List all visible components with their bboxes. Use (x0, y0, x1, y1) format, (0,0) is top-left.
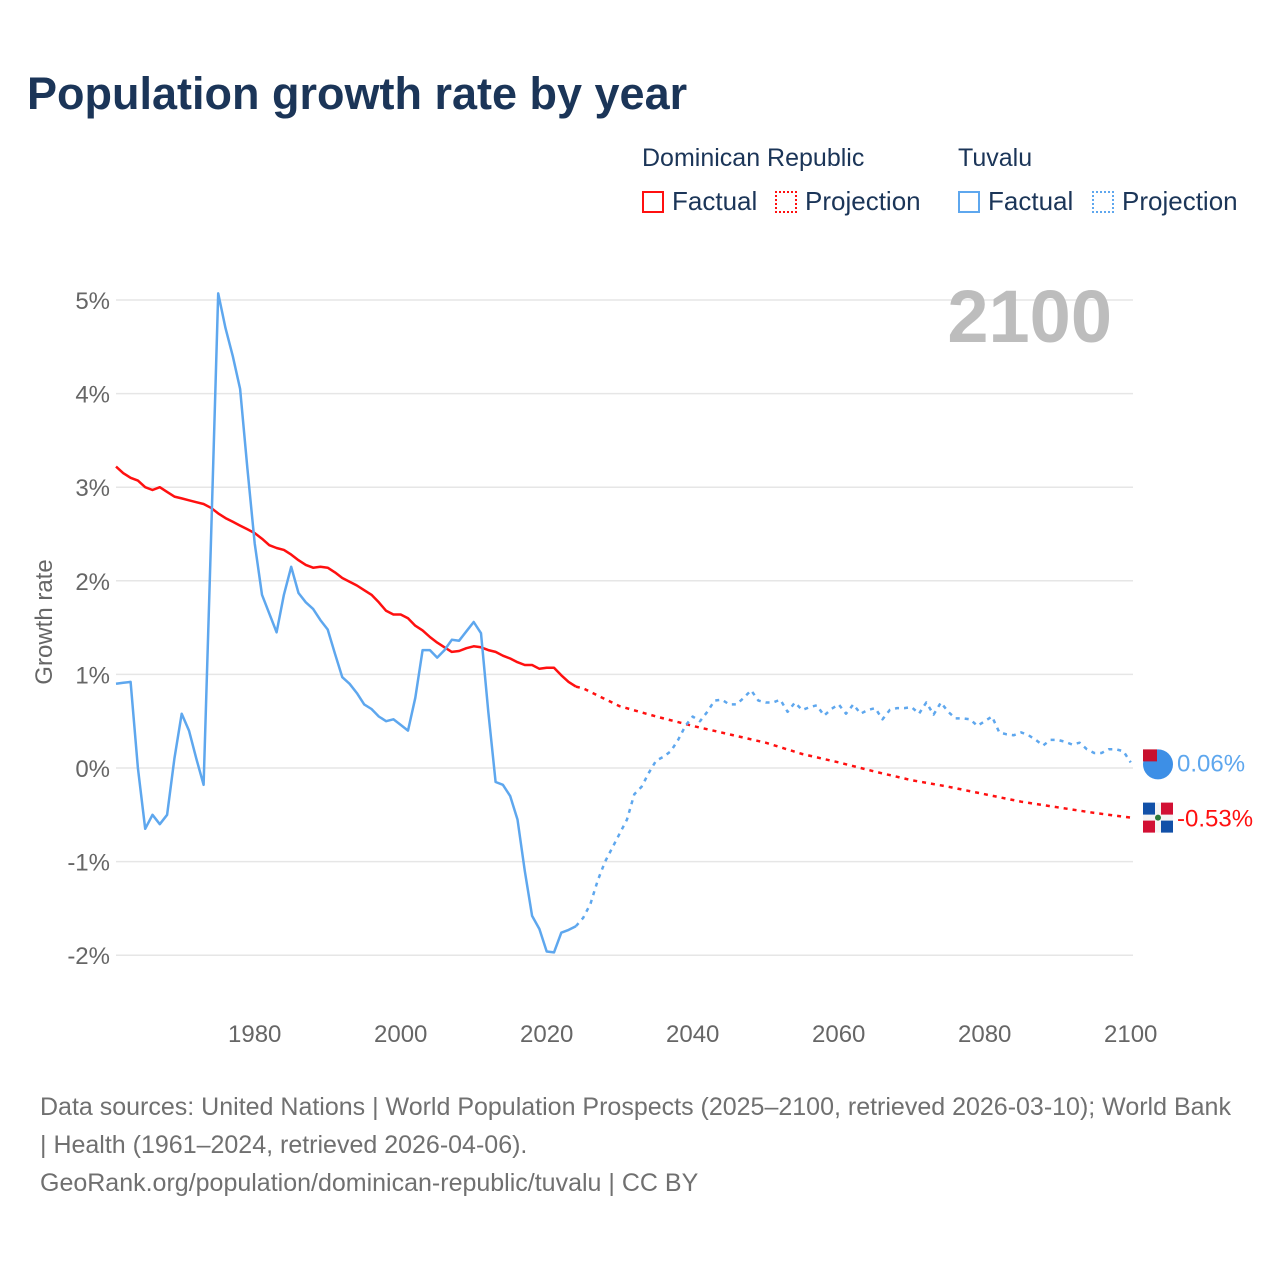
legend-dr-factual[interactable]: Factual (642, 186, 757, 217)
flag-quarter (1143, 820, 1155, 833)
y-tick-label: 5% (75, 288, 110, 315)
x-tick-label: 2060 (812, 1021, 865, 1048)
legend-tv-projection[interactable]: Projection (1092, 186, 1238, 217)
y-tick-label: 1% (75, 662, 110, 689)
legend-swatch (775, 190, 797, 213)
x-tick-label: 2100 (1104, 1021, 1157, 1048)
legend-group-dominican: Dominican Republic (642, 144, 865, 172)
legend-tv-factual[interactable]: Factual (958, 186, 1073, 217)
tuvalu-flag-canton (1143, 749, 1157, 762)
end-label-dominican: -0.53% (1177, 806, 1253, 833)
legend-swatch (642, 190, 664, 213)
year-label: 2100 (947, 275, 1112, 358)
x-tick-label: 2000 (374, 1021, 427, 1048)
series-line-dominican-republic-factual (115, 465, 577, 688)
legend-label: Factual (988, 186, 1074, 216)
series-line-dominican-republic-projection (575, 685, 1131, 819)
flag-emblem (1155, 814, 1161, 821)
chart-title: Population growth rate by year (27, 68, 688, 119)
y-tick-label: -1% (67, 850, 110, 877)
legend-group-tuvalu: Tuvalu (958, 144, 1033, 172)
series-line-tuvalu-projection (574, 689, 1132, 928)
y-tick-label: 0% (75, 756, 110, 783)
flag-quarter (1161, 820, 1173, 833)
legend-swatch (1092, 190, 1114, 213)
source-link[interactable]: GeoRank.org/population/dominican-republi… (40, 1169, 699, 1197)
x-tick-label: 2080 (958, 1021, 1011, 1048)
footer: Data sources: United Nations | World Pop… (40, 1088, 1240, 1202)
legend-dr-projection[interactable]: Projection (775, 186, 921, 217)
y-tick-label: -2% (67, 943, 110, 970)
flag-quarter (1161, 802, 1173, 815)
y-tick-label: 3% (75, 475, 110, 502)
x-tick-label: 2020 (520, 1021, 573, 1048)
plot-area: 5% 4% 3% 2% 1% 0% -1% -2% 1980 2000 2020 2040 2060 20… (31, 275, 1253, 1048)
data-sources: Data sources: United Nations | World Pop… (40, 1093, 1231, 1159)
y-axis-label: Growth rate (31, 559, 58, 684)
y-tick-label: 4% (75, 382, 110, 409)
legend-label: Projection (805, 186, 921, 216)
legend-label: Projection (1122, 186, 1238, 216)
y-tick-label: 2% (75, 569, 110, 596)
x-tick-label: 1980 (228, 1021, 281, 1048)
flag-quarter (1143, 802, 1155, 815)
series-line-tuvalu-factual (115, 292, 577, 954)
legend-label: Factual (672, 186, 758, 216)
x-tick-label: 2040 (666, 1021, 719, 1048)
end-label-tuvalu: 0.06% (1177, 750, 1245, 777)
legend-swatch (958, 190, 980, 213)
